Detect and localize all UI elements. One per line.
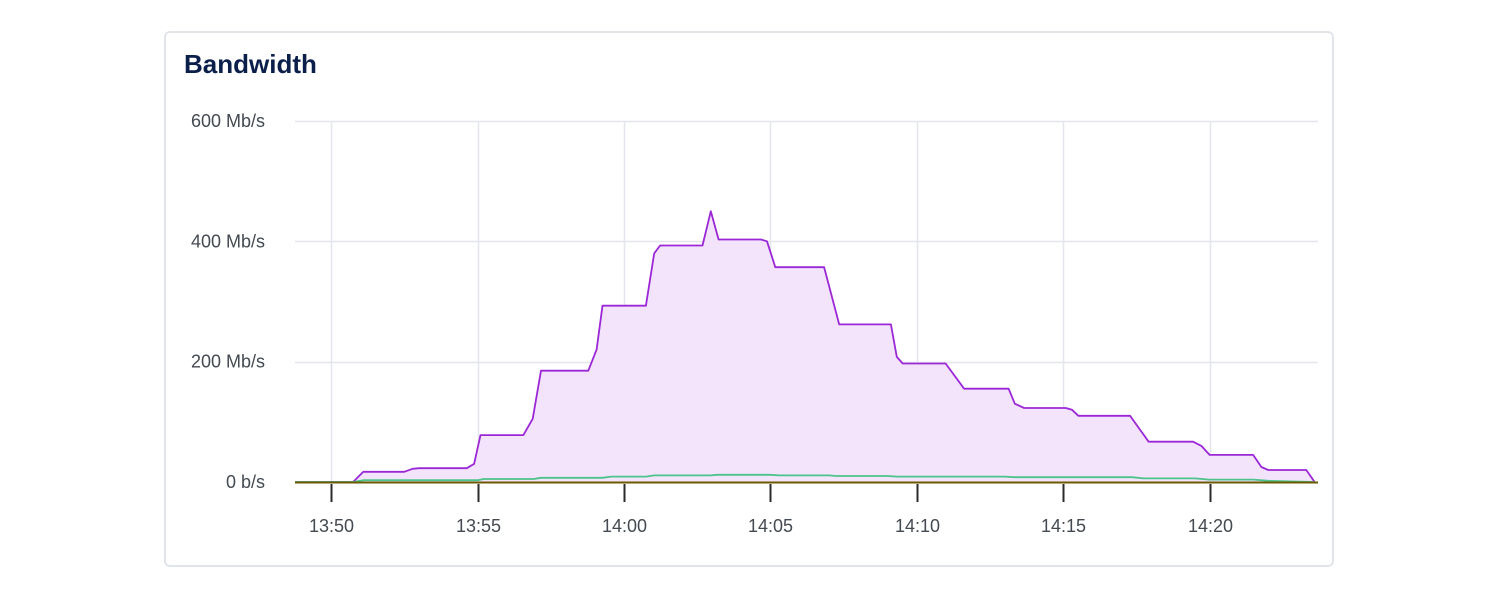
download-series-line <box>295 473 1315 483</box>
series-areas <box>295 211 1315 483</box>
x-axis <box>295 481 1318 502</box>
y-axis-labels: 0 b/s 200 Mb/s 400 Mb/s 600 Mb/s <box>191 111 265 492</box>
x-tick-label: 14:20 <box>1188 516 1233 536</box>
x-tick-label: 13:50 <box>309 516 354 536</box>
y-tick-label: 400 Mb/s <box>191 231 265 251</box>
x-tick-label: 14:10 <box>895 516 940 536</box>
y-tick-label: 0 b/s <box>226 472 265 492</box>
upload-series-line <box>295 210 1316 483</box>
x-tick-label: 14:05 <box>748 516 793 536</box>
y-tick-label: 600 Mb/s <box>191 111 265 131</box>
x-tick-label: 14:00 <box>602 516 647 536</box>
series-lines <box>295 210 1316 483</box>
x-tick-label: 13:55 <box>456 516 501 536</box>
x-tick-label: 14:15 <box>1041 516 1086 536</box>
x-axis-labels: 13:50 13:55 14:00 14:05 14:10 14:15 14:20 <box>309 516 1233 536</box>
y-tick-label: 200 Mb/s <box>191 352 265 372</box>
card-title: Bandwidth <box>184 49 317 79</box>
upload-series-area <box>295 211 1315 483</box>
